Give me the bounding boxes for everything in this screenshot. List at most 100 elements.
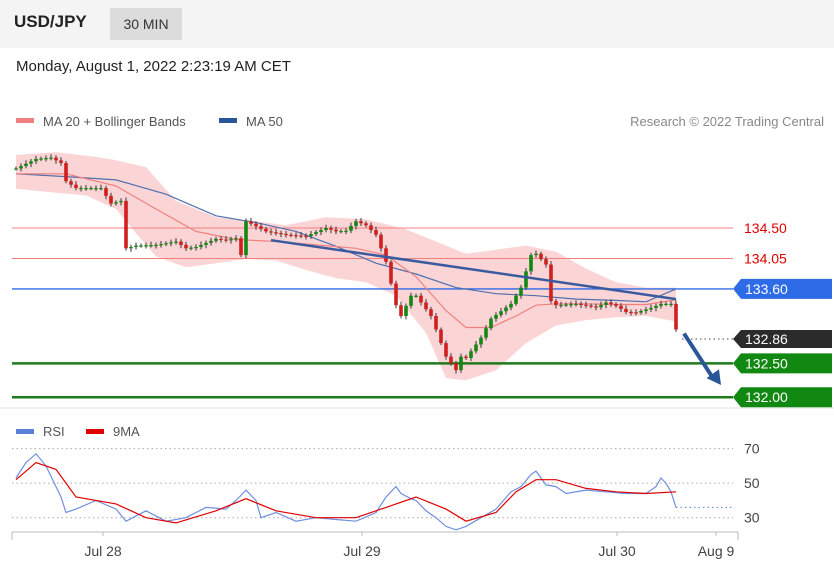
candle-body	[514, 295, 518, 304]
candle-body	[659, 303, 663, 306]
candle-body	[29, 161, 33, 164]
candle-body	[199, 244, 203, 247]
candle-body	[554, 301, 558, 306]
candle-body	[539, 253, 543, 260]
candle-body	[614, 304, 618, 306]
last-price-tag	[733, 330, 832, 349]
candle-body	[179, 241, 183, 245]
pivot-tag	[733, 278, 832, 299]
candle-body	[319, 230, 323, 233]
candle-body	[304, 235, 308, 237]
candle-body	[229, 239, 233, 241]
candle-body	[499, 311, 503, 315]
support-label: 132.50	[745, 355, 788, 371]
rsi-line	[15, 452, 677, 531]
candle-body	[674, 303, 678, 330]
candle-body	[479, 337, 483, 345]
candle-body	[619, 305, 623, 309]
candle-body	[124, 200, 128, 249]
candle-body	[224, 239, 228, 241]
candle-body	[89, 188, 93, 190]
candle-body	[219, 238, 223, 241]
candle-body	[94, 188, 98, 190]
candle-body	[64, 163, 68, 182]
candle-body	[439, 329, 443, 344]
ma50-legend-label: MA 50	[246, 114, 283, 129]
candle-body	[349, 225, 353, 231]
candle-body	[534, 253, 538, 256]
pivot-label: 133.60	[745, 281, 788, 297]
chart-datetime: Monday, August 1, 2022 2:23:19 AM CET	[16, 58, 291, 75]
support-label: 132.00	[745, 389, 788, 405]
candle-body	[189, 247, 193, 249]
rsi-legend-label: RSI	[43, 424, 65, 439]
ma20-legend-label: MA 20 + Bollinger Bands	[43, 114, 186, 129]
ma50-legend-swatch	[219, 118, 237, 123]
candle-body	[604, 302, 608, 305]
ma9-legend-swatch	[86, 429, 104, 434]
candle-body	[419, 295, 423, 303]
candle-body	[214, 238, 218, 241]
candle-body	[299, 235, 303, 237]
candle-body	[24, 163, 28, 167]
candle-body	[104, 188, 108, 196]
rsi-legend: RSI 9MA	[16, 424, 140, 439]
resistance-label: 134.50	[744, 220, 787, 236]
candle-body	[134, 245, 138, 247]
candle-body	[139, 245, 143, 247]
candle-body	[79, 188, 83, 190]
candle-body	[69, 181, 73, 185]
rsi-tick-label: 30	[744, 510, 760, 526]
ma9-legend-label: 9MA	[113, 424, 140, 439]
candle-body	[164, 243, 168, 245]
candle-body	[309, 234, 313, 237]
candle-body	[644, 309, 648, 312]
candle-body	[404, 305, 408, 316]
candle-body	[444, 343, 448, 357]
candle-body	[654, 305, 658, 308]
candle-body	[114, 202, 118, 204]
candle-body	[529, 255, 533, 272]
candle-body	[639, 311, 643, 313]
candle-body	[84, 188, 88, 190]
candle-body	[169, 242, 173, 244]
candle-body	[489, 318, 493, 329]
candle-body	[449, 356, 453, 364]
candle-body	[144, 245, 148, 247]
rsi-tick-label: 50	[744, 475, 760, 491]
ma50-line	[15, 173, 677, 303]
candle-body	[159, 244, 163, 246]
candle-body	[509, 303, 513, 308]
candle-body	[399, 305, 403, 316]
candle-body	[579, 303, 583, 306]
candle-body	[269, 231, 273, 233]
candle-body	[14, 168, 18, 170]
candle-body	[634, 312, 638, 314]
x-tick-label: Aug 9	[698, 543, 735, 559]
candle-body	[244, 221, 248, 256]
forecast-arrow-head	[706, 369, 721, 386]
candle-body	[454, 363, 458, 371]
candle-body	[379, 234, 383, 249]
candle-body	[429, 309, 433, 316]
interval-button[interactable]: 30 MIN	[110, 8, 182, 40]
candle-body	[599, 304, 603, 308]
candle-body	[49, 157, 53, 159]
candle-body	[274, 232, 278, 234]
candle-body	[629, 311, 633, 314]
candle-body	[19, 166, 23, 169]
candle-body	[249, 221, 253, 224]
candle-body	[584, 304, 588, 306]
resistance-label: 134.05	[744, 250, 787, 266]
last-price-label: 132.86	[745, 331, 788, 347]
candle-body	[184, 244, 188, 249]
candle-body	[394, 283, 398, 306]
candle-body	[289, 234, 293, 236]
candle-body	[44, 158, 48, 160]
candle-body	[284, 233, 288, 236]
candle-body	[334, 229, 338, 232]
price-legend: MA 20 + Bollinger Bands MA 50 Research ©…	[16, 114, 824, 129]
rsi-ma9-line	[15, 461, 677, 524]
candle-body	[154, 244, 158, 247]
